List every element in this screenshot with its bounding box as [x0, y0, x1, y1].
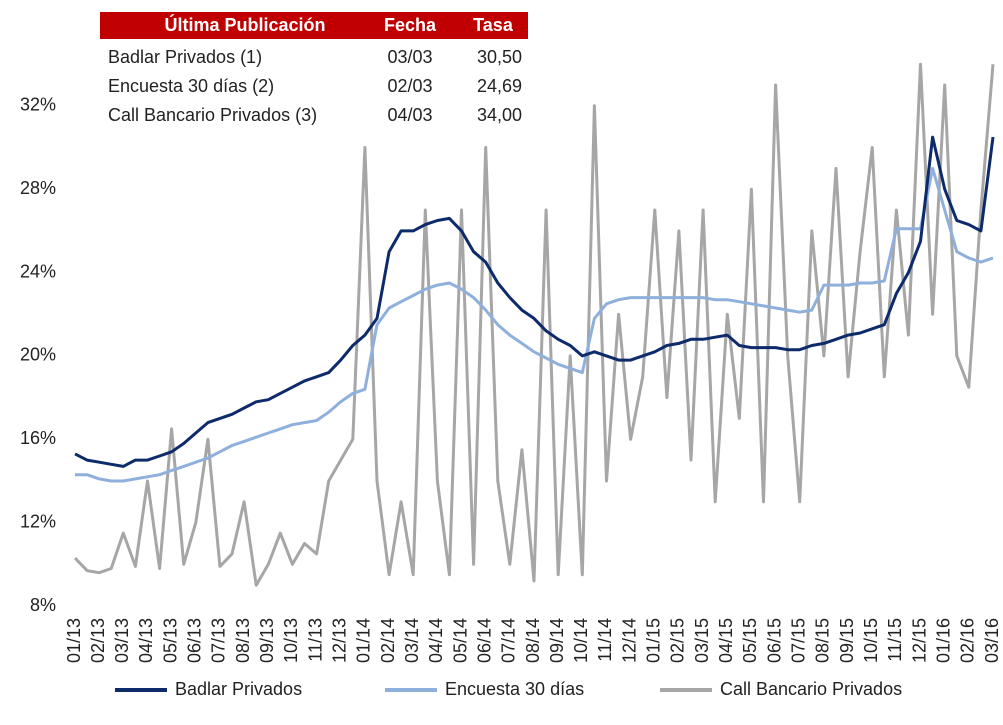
y-tick-label: 32%: [20, 95, 56, 115]
table-cell: Call Bancario Privados (3): [108, 105, 317, 125]
x-tick-label: 02/16: [958, 618, 978, 663]
x-tick-label: 07/13: [209, 618, 229, 663]
x-tick-label: 04/13: [136, 618, 156, 663]
legend-label: Badlar Privados: [175, 679, 302, 699]
x-tick-label: 09/13: [257, 618, 277, 663]
x-tick-label: 10/15: [861, 618, 881, 663]
x-tick-label: 09/14: [547, 618, 567, 663]
table-header: Fecha: [384, 15, 437, 35]
x-tick-label: 01/14: [354, 618, 374, 663]
x-tick-label: 10/13: [281, 618, 301, 663]
x-tick-label: 03/13: [112, 618, 132, 663]
x-tick-label: 02/13: [88, 618, 108, 663]
table-cell: 24,69: [477, 76, 522, 96]
x-tick-label: 10/14: [571, 618, 591, 663]
x-tick-label: 11/13: [305, 618, 325, 662]
x-tick-label: 03/15: [692, 618, 712, 663]
y-tick-label: 16%: [20, 428, 56, 448]
y-tick-label: 12%: [20, 511, 56, 531]
table-cell: 04/03: [387, 105, 432, 125]
x-tick-label: 06/14: [474, 618, 494, 663]
x-tick-label: 06/15: [764, 618, 784, 663]
legend-label: Call Bancario Privados: [720, 679, 902, 699]
y-tick-label: 20%: [20, 345, 56, 365]
legend-label: Encuesta 30 días: [445, 679, 584, 699]
x-tick-label: 05/13: [160, 618, 180, 663]
table-cell: 03/03: [387, 47, 432, 67]
table-cell: 34,00: [477, 105, 522, 125]
table-cell: 30,50: [477, 47, 522, 67]
series-line: [74, 135, 995, 468]
x-tick-label: 07/15: [788, 618, 808, 663]
x-tick-label: 12/14: [619, 618, 639, 663]
table-cell: Encuesta 30 días (2): [108, 76, 274, 96]
x-tick-label: 09/15: [837, 618, 857, 663]
x-tick-label: 11/15: [885, 618, 905, 662]
x-tick-label: 08/13: [233, 618, 253, 663]
x-tick-label: 01/15: [644, 618, 664, 663]
y-tick-label: 28%: [20, 178, 56, 198]
table-header-bg: [100, 12, 528, 39]
x-tick-label: 01/13: [64, 618, 84, 663]
x-tick-label: 03/14: [402, 618, 422, 663]
x-tick-label: 05/14: [450, 618, 470, 663]
x-tick-label: 04/15: [716, 618, 736, 663]
x-tick-label: 08/14: [523, 618, 543, 663]
y-tick-label: 24%: [20, 261, 56, 281]
x-tick-label: 05/15: [740, 618, 760, 663]
x-tick-label: 02/14: [378, 618, 398, 663]
table-cell: 02/03: [387, 76, 432, 96]
y-tick-label: 8%: [30, 595, 56, 615]
series-line: [73, 62, 995, 587]
x-tick-label: 11/14: [595, 618, 615, 662]
x-tick-label: 06/13: [185, 618, 205, 663]
x-tick-label: 12/15: [909, 618, 929, 663]
table-header: Tasa: [473, 15, 514, 35]
x-tick-label: 07/14: [499, 618, 519, 663]
x-tick-label: 12/13: [329, 618, 349, 663]
table-cell: Badlar Privados (1): [108, 47, 262, 67]
x-tick-label: 02/15: [668, 618, 688, 663]
series-line: [75, 166, 994, 483]
table-header: Última Publicación: [164, 14, 325, 35]
x-tick-label: 01/16: [933, 618, 953, 663]
x-tick-label: 03/16: [982, 618, 1002, 663]
x-tick-label: 08/15: [813, 618, 833, 663]
x-tick-label: 04/14: [426, 618, 446, 663]
